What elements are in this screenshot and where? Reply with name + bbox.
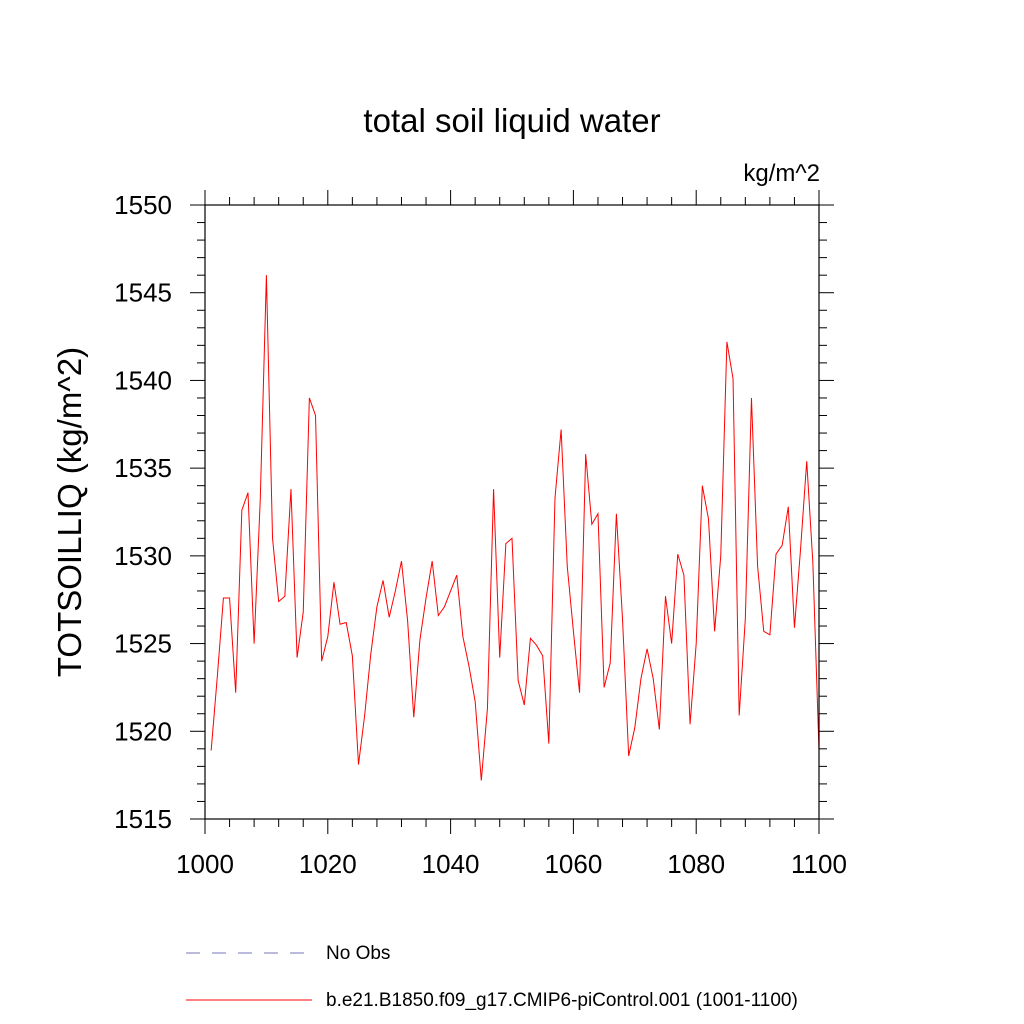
- y-tick-label: 1520: [114, 716, 172, 746]
- x-tick-label: 1100: [791, 849, 847, 879]
- x-tick-label: 1020: [299, 849, 357, 879]
- y-tick-label: 1540: [114, 365, 172, 395]
- legend: No Obs b.e21.B1850.f09_g17.CMIP6-piContr…: [186, 943, 798, 1011]
- x-tick-label: 1060: [544, 849, 602, 879]
- y-tick-label: 1545: [114, 278, 172, 308]
- y-tick-label: 1515: [114, 804, 172, 834]
- x-axis-ticks: [205, 190, 819, 834]
- y-tick-label: 1535: [114, 453, 172, 483]
- y-axis-label: TOTSOILLIQ (kg/m^2): [51, 347, 88, 677]
- legend-label-no-obs: No Obs: [326, 943, 390, 964]
- x-tick-label: 1040: [422, 849, 480, 879]
- y-axis-ticks: [190, 205, 834, 819]
- chart: total soil liquid water kg/m^2 TOTSOILLI…: [0, 0, 1024, 1024]
- chart-title: total soil liquid water: [363, 102, 660, 139]
- y-axis-tick-labels: 1515 1520 1525 1530 1535 1540 1545 1550: [114, 190, 172, 834]
- x-tick-label: 1000: [176, 849, 234, 879]
- x-tick-label: 1080: [667, 849, 725, 879]
- units-label: kg/m^2: [743, 160, 820, 187]
- legend-label-control-run: b.e21.B1850.f09_g17.CMIP6-piControl.001 …: [326, 990, 798, 1011]
- y-tick-label: 1550: [114, 190, 172, 220]
- plot-frame: [205, 205, 819, 819]
- y-tick-label: 1525: [114, 629, 172, 659]
- y-tick-label: 1530: [114, 541, 172, 571]
- x-axis-tick-labels: 1000 1020 1040 1060 1080 1100: [176, 849, 847, 879]
- series-line: [211, 275, 819, 780]
